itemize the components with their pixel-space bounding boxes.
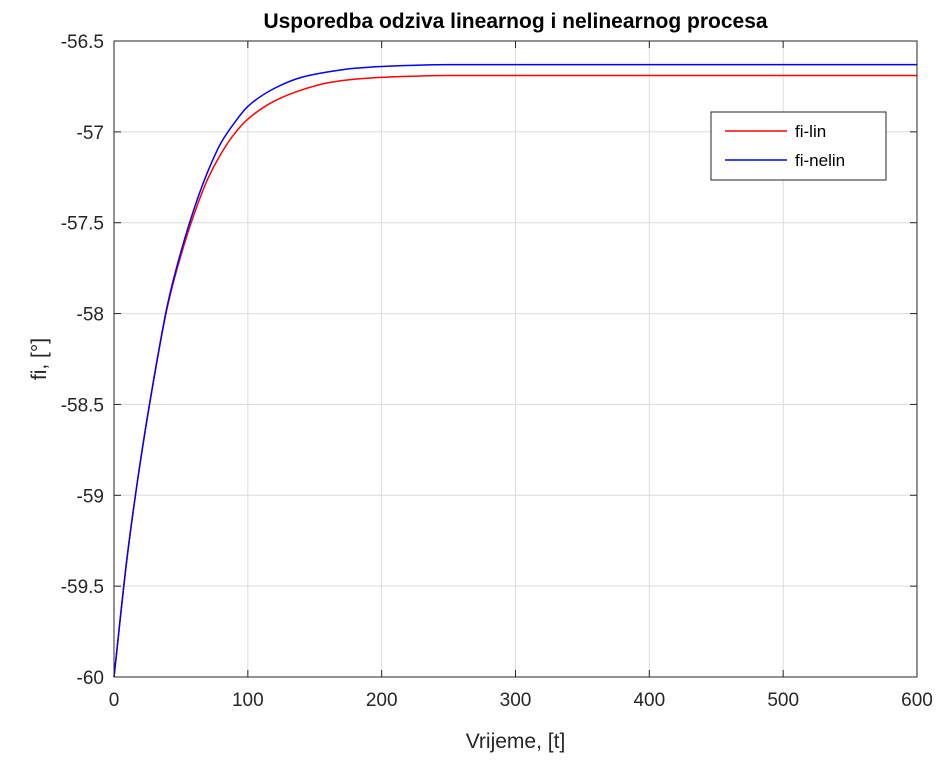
x-tick-label: 0 [109, 690, 120, 711]
y-tick-label: -59 [77, 486, 104, 507]
legend: fi-lin fi-nelin [710, 111, 887, 181]
ticks [113, 40, 918, 678]
tick-labels: 0 100 200 300 400 500 600 -60 -59.5 -59 -58.5 -58 -5… [61, 32, 933, 711]
y-axis-label: fi, [°] [28, 338, 51, 380]
x-tick-label: 600 [901, 690, 933, 711]
x-tick-label: 300 [500, 690, 532, 711]
x-tick-label: 100 [232, 690, 264, 711]
y-tick-label: -59.5 [61, 577, 104, 598]
x-tick-label: 400 [633, 690, 665, 711]
y-tick-label: -56.5 [61, 32, 104, 53]
x-tick-label: 200 [366, 690, 398, 711]
legend-label-fi-nelin: fi-nelin [795, 151, 845, 170]
y-tick-label: -60 [77, 668, 104, 689]
y-tick-label: -58.5 [61, 395, 104, 416]
series-group [113, 63, 917, 678]
x-axis-label: Vrijeme, [t] [466, 730, 566, 753]
y-tick-label: -57.5 [61, 214, 104, 235]
x-tick-label: 500 [767, 690, 799, 711]
series-line-fi-nelin [113, 63, 917, 678]
legend-label-fi-lin: fi-lin [795, 122, 826, 141]
legend-box [710, 111, 887, 181]
y-tick-label: -58 [77, 305, 104, 326]
chart-title: Usporedba odziva linearnog i nelinearnog… [263, 10, 767, 33]
y-tick-label: -57 [77, 123, 104, 144]
